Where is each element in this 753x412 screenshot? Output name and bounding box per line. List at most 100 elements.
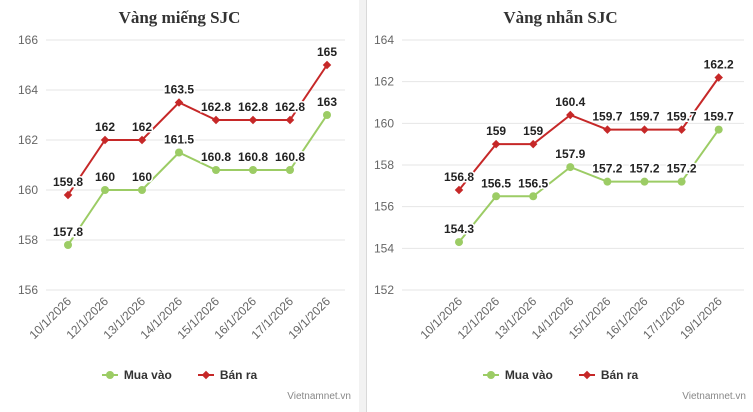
data-point-sell — [640, 125, 649, 134]
credit-text: Vietnamnet.vn — [287, 391, 351, 402]
data-label-sell: 162 — [95, 120, 115, 134]
legend-buy-label: Mua vào — [504, 368, 553, 382]
series-line-sell — [458, 76, 720, 191]
y-tick-label: 162 — [18, 133, 38, 147]
data-label-buy: 156.5 — [518, 176, 548, 190]
credit-text: Vietnamnet.vn — [682, 391, 746, 402]
data-point-sell — [603, 125, 612, 134]
data-label-buy: 157.2 — [629, 162, 659, 176]
data-label-sell: 159.8 — [53, 175, 83, 189]
data-point-sell — [566, 110, 575, 120]
data-label-buy: 157.8 — [53, 225, 83, 239]
y-tick-label: 158 — [374, 158, 394, 172]
data-point-sell — [285, 115, 295, 125]
y-tick-label: 164 — [374, 33, 394, 47]
data-point-buy — [455, 238, 463, 247]
data-label-sell: 159.7 — [667, 110, 697, 124]
chart-legend: Mua vào Bán ra — [367, 368, 753, 382]
data-point-buy — [286, 166, 294, 174]
data-point-buy — [603, 177, 612, 186]
data-point-sell — [211, 115, 221, 125]
data-label-buy: 160 — [132, 170, 152, 184]
data-point-sell — [454, 185, 464, 195]
data-label-sell: 162.2 — [704, 58, 734, 72]
data-point-buy — [323, 111, 331, 119]
chart-panel-mieng: Vàng miếng SJC 156 158 160 162 164 166 10/1/20… — [0, 0, 360, 412]
data-point-sell — [322, 60, 332, 70]
data-label-buy: 160.8 — [238, 150, 268, 164]
data-point-sell — [174, 98, 184, 107]
panel-divider — [359, 0, 366, 412]
legend-sell-marker-icon — [197, 370, 214, 380]
legend-sell-marker-icon — [578, 370, 595, 380]
chart-plot-nhan: 15215415615816016216410/1/202612/1/20261… — [374, 33, 744, 342]
legend-buy-marker-icon — [101, 370, 118, 380]
data-point-buy — [249, 166, 257, 174]
y-tick-label: 156 — [18, 283, 38, 297]
data-point-buy — [101, 186, 109, 194]
legend-buy-label: Mua vào — [123, 368, 172, 382]
y-tick-label: 164 — [18, 83, 38, 97]
data-label-buy: 157.9 — [555, 147, 585, 161]
series-line-buy — [67, 114, 328, 246]
series-line-sell — [67, 64, 328, 196]
chart-panel-nhan: Vàng nhẫn SJC 152 154 156 158 160 162 164 10/1/… — [366, 0, 753, 412]
data-label-sell: 162 — [132, 120, 152, 134]
data-point-buy — [492, 192, 501, 201]
data-point-sell — [63, 190, 73, 200]
y-tick-label: 160 — [374, 116, 394, 130]
legend-item-sell[interactable]: Bán ra — [197, 368, 258, 382]
data-point-sell — [528, 139, 538, 149]
data-point-buy — [640, 177, 649, 186]
y-tick-label: 154 — [374, 241, 394, 255]
data-label-sell: 159.7 — [592, 110, 622, 124]
data-label-buy: 159.7 — [704, 110, 734, 124]
data-label-sell: 160.4 — [555, 95, 585, 109]
data-label-sell: 156.8 — [444, 170, 474, 184]
chart-legend: Mua vào Bán ra — [0, 368, 359, 382]
data-point-sell — [100, 135, 110, 145]
data-label-sell: 159.7 — [629, 110, 659, 124]
data-point-buy — [138, 186, 146, 194]
data-label-buy: 160.8 — [275, 150, 305, 164]
legend-buy-marker-icon — [482, 370, 499, 380]
data-point-buy — [677, 177, 686, 186]
y-tick-label: 162 — [374, 75, 394, 89]
data-label-buy: 154.3 — [444, 222, 474, 236]
y-tick-label: 160 — [18, 183, 38, 197]
y-tick-label: 156 — [374, 200, 394, 214]
data-label-sell: 159 — [523, 124, 543, 138]
data-label-buy: 157.2 — [667, 162, 697, 176]
legend-item-sell[interactable]: Bán ra — [578, 368, 638, 382]
chart-title: Vàng nhẫn SJC — [503, 8, 618, 27]
data-label-sell: 165 — [317, 45, 337, 59]
data-label-sell: 162.8 — [275, 100, 305, 114]
data-label-buy: 161.5 — [164, 133, 194, 147]
data-point-buy — [566, 163, 575, 172]
data-point-buy — [175, 148, 183, 157]
y-tick-label: 166 — [18, 33, 38, 47]
data-label-buy: 157.2 — [592, 162, 622, 176]
data-label-buy: 163 — [317, 95, 337, 109]
chart-title: Vàng miếng SJC — [118, 8, 241, 27]
data-label-sell: 159 — [486, 124, 506, 138]
data-label-buy: 160 — [95, 170, 115, 184]
data-label-sell: 163.5 — [164, 83, 194, 97]
data-label-sell: 162.8 — [238, 100, 268, 114]
data-label-buy: 160.8 — [201, 150, 231, 164]
chart-plot-mieng: 15615816016216416610/1/202612/1/202613/1… — [18, 33, 345, 342]
series-line-buy — [458, 129, 720, 243]
data-point-buy — [529, 192, 538, 201]
data-point-buy — [714, 125, 723, 134]
data-point-sell — [248, 115, 258, 125]
legend-sell-label: Bán ra — [219, 368, 258, 382]
legend-item-buy[interactable]: Mua vào — [482, 368, 553, 382]
data-point-buy — [64, 241, 72, 249]
y-tick-label: 158 — [18, 233, 38, 247]
y-tick-label: 152 — [374, 283, 394, 297]
legend-item-buy[interactable]: Mua vào — [101, 368, 172, 382]
data-point-buy — [212, 166, 220, 174]
data-label-buy: 156.5 — [481, 176, 511, 190]
data-point-sell — [137, 135, 147, 145]
